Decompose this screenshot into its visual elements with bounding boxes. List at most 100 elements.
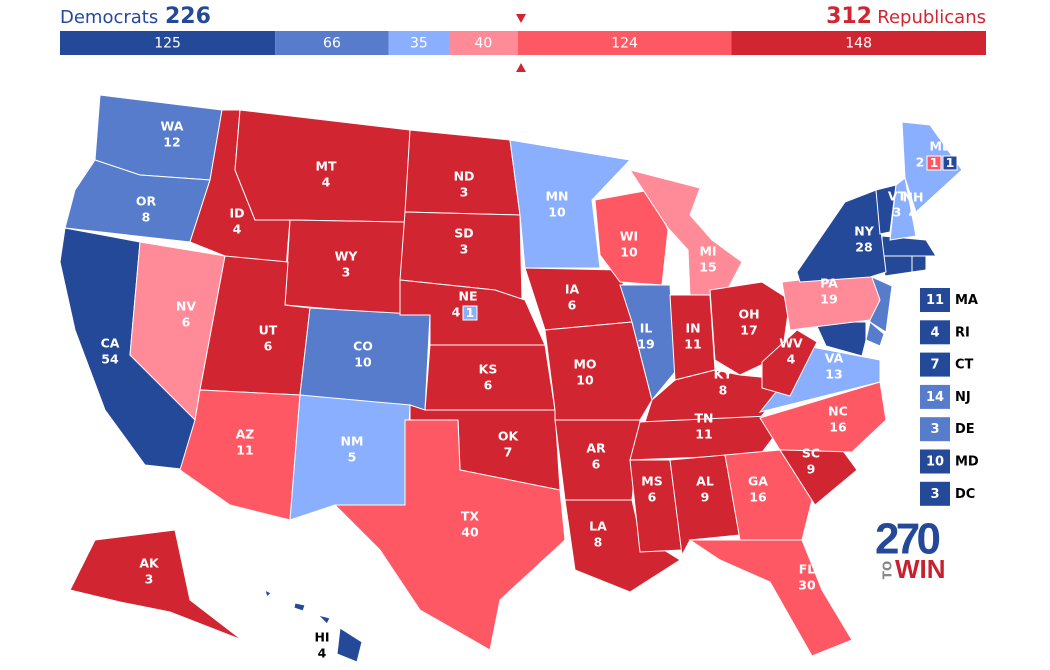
state-shape [688,539,853,657]
state-votes: 3 [145,572,154,587]
segment-label: 40 [474,36,492,52]
state-votes: 6 [648,490,657,505]
segment-label: 125 [154,36,181,52]
state-abbr: MO [573,357,596,372]
state-shape [911,255,927,273]
state-abbr: KY [714,367,734,382]
state-abbr: OR [136,194,157,209]
state-abbr: HI [314,630,329,645]
state-votes: 4 [452,305,461,320]
state-votes: 9 [701,490,710,505]
bar-segment [448,31,518,55]
state-votes: 10 [548,205,566,220]
state-abbr: VT [888,189,907,204]
state-abbr: VA [825,351,844,366]
state-votes: 5 [348,450,357,465]
state-votes: 10 [354,355,372,370]
state-votes: 8 [142,210,151,225]
state-shape [669,454,741,557]
side-box [920,417,950,442]
bar-segment [517,31,732,55]
state-abbr: IA [565,282,580,297]
side-box [920,449,950,474]
state-votes: 11 [695,427,712,442]
state-abbr: ND [454,169,475,184]
left-total: 226 [165,4,211,29]
state-shape [69,529,243,641]
state-votes: 17 [740,323,757,338]
state-shape [564,499,681,593]
side-votes: 3 [930,422,939,437]
district-box [942,155,958,171]
bar-segment [275,31,389,55]
state-abbr: AR [586,441,606,456]
logo-number: 270 [875,515,941,564]
bar-segment [388,31,449,55]
state-abbr: SC [802,446,820,461]
state-votes: 11 [236,443,253,458]
state-abbr: IN [685,321,700,336]
state-votes: 54 [101,352,119,367]
state-shape [889,177,917,241]
bar-segment [731,31,986,55]
state-votes: 6 [592,457,601,472]
midpoint-marker [516,63,526,72]
state-abbr: TX [461,509,480,524]
state-abbr: ME [930,139,951,154]
state-votes: 6 [264,339,273,354]
state-abbr: OK [498,429,520,444]
state-shape [865,321,885,347]
logo: 270 TO WIN [875,515,946,584]
side-abbr: MD [955,455,979,470]
side-votes: 14 [926,390,944,405]
right-party: Republicans [877,7,986,28]
state-abbr: AK [139,556,160,571]
state-votes: 3 [460,242,469,257]
state-abbr: NM [341,434,364,449]
seat-bar: 125 66 35 40 124 148 [60,31,986,55]
state-votes: 19 [820,292,837,307]
state-votes: 3 [342,265,351,280]
state-abbr: TN [695,411,714,426]
state-votes: 4 [233,222,242,237]
state-votes: 10 [576,373,594,388]
side-abbr: MA [955,293,978,308]
small-state-list: 11 MA 4 RI 7 CT 14 NJ 3 DE 10 MD 3 DC [920,288,979,506]
state-votes: 15 [699,260,716,275]
state-votes: 16 [829,420,847,435]
state-votes: 12 [163,135,180,150]
side-votes: 10 [926,455,944,470]
side-abbr: DC [955,487,975,502]
state-abbr: NY [854,224,874,239]
us-map: WA12OR8CA54NV6ID4MT4WY3UT6AZ11CO10NM5ND3… [59,94,963,663]
left-party: Democrats [60,7,158,28]
logo-small: TO [881,561,895,579]
state-votes: 8 [719,383,728,398]
side-abbr: DE [955,422,975,437]
state-shape [724,449,813,541]
state-abbr: NV [176,299,196,314]
state-votes: 6 [568,298,577,313]
midpoint-marker [516,14,526,23]
state-abbr: CA [101,336,120,351]
state-abbr: MI [699,244,716,259]
right-total: 312 [826,4,872,29]
state-shape [333,419,566,651]
state-abbr: AL [696,474,714,489]
bar-segment [60,31,276,55]
side-abbr: RI [955,325,970,340]
segment-label: 35 [410,36,428,52]
state-votes: 3 [460,185,469,200]
state-shape [796,189,887,283]
state-abbr: NE [458,289,477,304]
state-votes: 8 [594,535,603,550]
state-abbr: GA [748,474,768,489]
logo-word: WIN [895,554,946,584]
state-shape [761,329,818,397]
segment-label: 148 [845,36,872,52]
state-abbr: WV [779,336,803,351]
district-votes: 1 [930,155,939,170]
state-votes: 3 [893,205,902,220]
state-abbr: FL [799,562,816,577]
